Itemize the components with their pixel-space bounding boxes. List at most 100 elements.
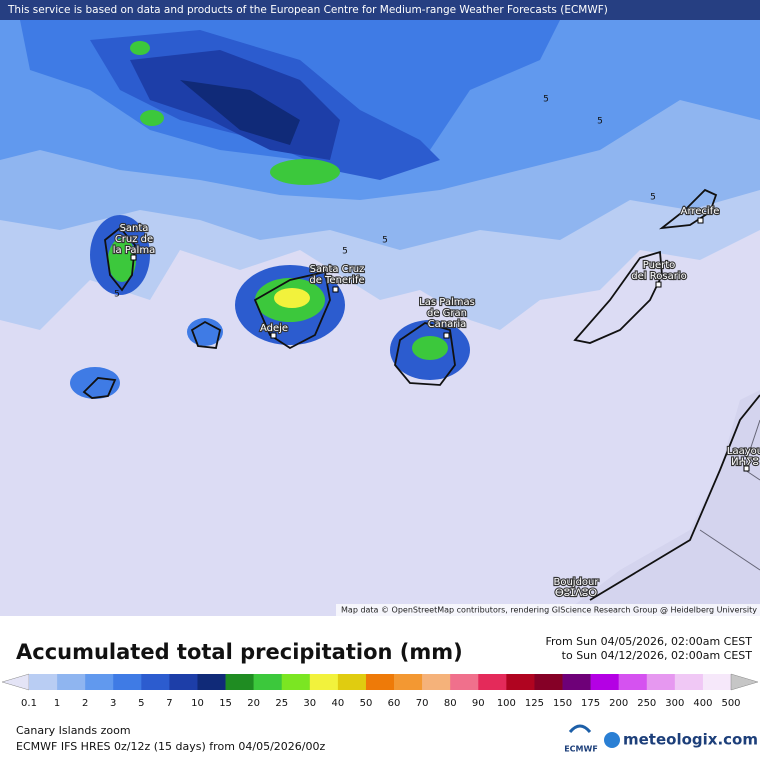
place-label: Cruz de (115, 234, 153, 245)
attribution-bg (336, 604, 760, 616)
colorbar-arrow (730, 673, 759, 691)
colorbar-tick-label: 30 (303, 698, 316, 709)
colorbar-segment (702, 674, 732, 690)
colorbar-tick-label: 70 (416, 698, 429, 709)
colorbar-tick-label: 2 (82, 698, 88, 709)
place-label: Arrecife (681, 206, 720, 217)
colorbar: 0.1 1 2 3 5 7 10 15 20 25 30 40 50 60 70 80 90 100 125 150 1… (1, 673, 759, 709)
meteologix-logo-mark (604, 732, 620, 748)
header-notice: This service is based on data and produc… (7, 4, 608, 16)
colorbar-tick-label: 125 (525, 698, 544, 709)
colorbar-segment (309, 674, 339, 690)
colorbar-segment (169, 674, 198, 690)
colorbar-tick-label: 7 (166, 698, 172, 709)
precip-area (412, 336, 448, 360)
colorbar-tick-label: 250 (637, 698, 656, 709)
place-label: de Gran (427, 308, 467, 319)
period-from: From Sun 04/05/2026, 02:00am CEST (545, 635, 752, 648)
colorbar-tick-label: 25 (275, 698, 288, 709)
contour-labels: 5 5 5 5 5 5 (114, 95, 656, 300)
colorbar-tick-label: 1 (54, 698, 60, 709)
colorbar-segment (197, 674, 226, 690)
place-label: Canaria (428, 319, 467, 330)
colorbar-segment (562, 674, 591, 690)
colorbar-segment (422, 674, 451, 690)
place: Adeje (259, 322, 289, 339)
colorbar-tick-label: 500 (721, 698, 740, 709)
precip-area (270, 159, 340, 185)
precip-area (140, 110, 164, 126)
colorbar-segment (29, 674, 58, 690)
legend-title: Accumulated total precipitation (mm) (16, 640, 463, 664)
place-label: Puerto (643, 260, 676, 271)
model-info: ECMWF IFS HRES 0z/12z (15 days) from 04/… (16, 740, 326, 753)
place-label: Adeje (260, 323, 288, 334)
precip-area (70, 367, 120, 399)
place: Arrecife (680, 205, 720, 224)
colorbar-segment (337, 674, 367, 690)
place-label: ⴱⵓⵊⴷⵓⵔ (555, 588, 597, 599)
colorbar-tick-label: 400 (693, 698, 712, 709)
colorbar-segment (478, 674, 507, 690)
city-marker (697, 217, 704, 224)
precip-area (180, 80, 300, 145)
place-label: de Tenerife (309, 275, 364, 286)
colorbar-segment (534, 674, 563, 690)
colorbar-tick-label: 3 (110, 698, 116, 709)
colorbar-segment (646, 674, 676, 690)
period-to: to Sun 04/12/2026, 02:00am CEST (562, 649, 753, 662)
colorbar-segment (394, 674, 423, 690)
island-outline (190, 320, 222, 349)
colorbar-segment (113, 674, 142, 690)
contour-label: 5 (597, 117, 603, 127)
colorbar-segment (141, 674, 170, 690)
colorbar-tick-label: 80 (444, 698, 457, 709)
colorbar-tick-label: 90 (472, 698, 485, 709)
city-marker (443, 332, 450, 339)
contour-label: 5 (650, 193, 656, 203)
colorbar-tick-label: 60 (388, 698, 401, 709)
colorbar-tick-label: 175 (581, 698, 600, 709)
colorbar-tick-label: 100 (497, 698, 516, 709)
colorbar-segment (506, 674, 535, 690)
contour-label: 5 (543, 95, 549, 105)
contour-label: 5 (342, 247, 348, 257)
place-label: Boujdour (553, 577, 599, 588)
border (699, 419, 760, 571)
place-label: Laayou (727, 446, 760, 457)
island-outline (394, 322, 456, 386)
colorbar-segment (85, 674, 114, 690)
colorbar-segment (590, 674, 619, 690)
place-label: la Palma (113, 245, 155, 256)
coastline (589, 394, 760, 601)
region: Canary Islands zoom (16, 724, 131, 737)
meteologix-logo: meteologix.com (623, 731, 758, 749)
ecmwf-logo-mark (568, 724, 592, 734)
colorbar-segment (281, 674, 311, 690)
place-label: del Rosario (631, 271, 686, 282)
colorbar-tick-label: 150 (553, 698, 572, 709)
contour-label: 5 (114, 290, 120, 300)
place-label: Las Palmas (419, 297, 475, 308)
island-outline (82, 377, 117, 399)
precip-area (274, 288, 310, 308)
colorbar-tick-label: 300 (665, 698, 684, 709)
city-marker (332, 286, 339, 293)
colorbar-segment (450, 674, 479, 690)
land (560, 390, 760, 616)
colorbar-tick-label: 50 (360, 698, 373, 709)
colorbar-tick-label: 15 (219, 698, 232, 709)
precip-area (108, 238, 136, 282)
colorbar-segment (225, 674, 254, 690)
colorbar-tick-label: 5 (138, 698, 144, 709)
colorbar-tick-label: 200 (609, 698, 628, 709)
contour-label: 5 (382, 236, 388, 246)
island-outline (104, 226, 136, 292)
